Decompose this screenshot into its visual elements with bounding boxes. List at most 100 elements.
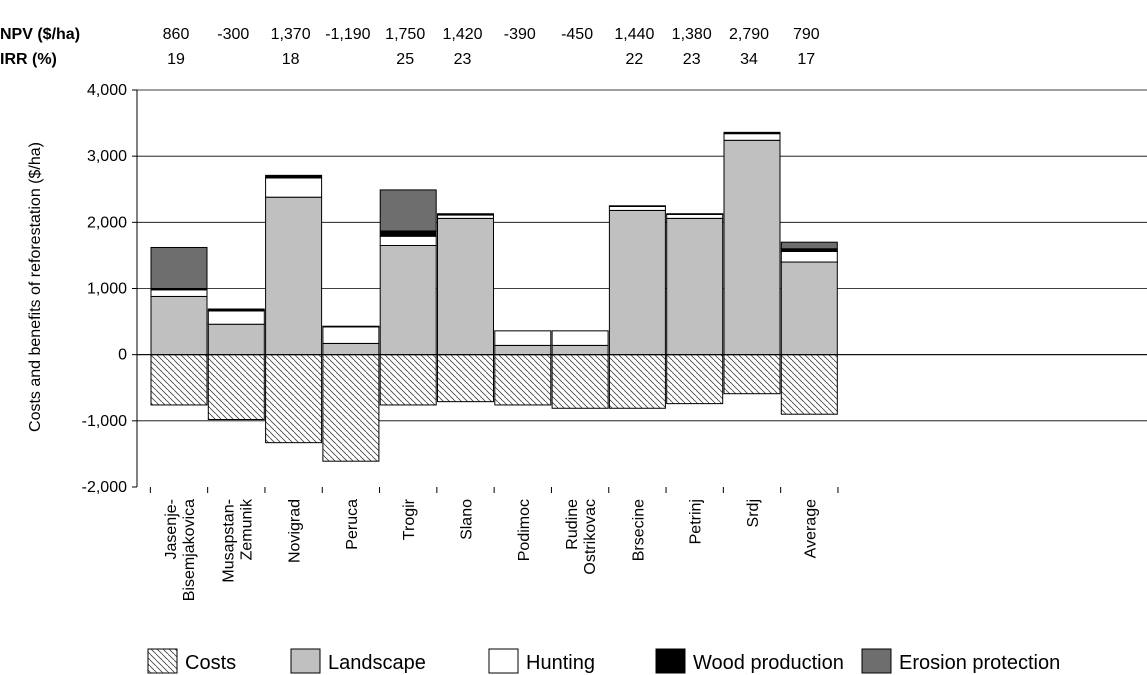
category-label: Podimoc: [516, 499, 533, 561]
row-value: 1,420: [442, 26, 482, 43]
bar-segment-erosion: [379, 189, 437, 232]
category-label: Musapstan- Zemunik: [220, 498, 255, 583]
bar-segment-hunting: [723, 133, 781, 141]
bar-segment-costs: [551, 354, 609, 409]
bar-segment-costs: [322, 354, 380, 462]
category-label-line: Musapstan-: [220, 499, 237, 583]
legend-label: Erosion protection: [899, 652, 1060, 674]
bar-segment-landscape: [494, 344, 552, 356]
legend-swatch-landscape: [290, 648, 321, 674]
category-label-line: Petrinj: [688, 499, 705, 544]
bar-segment-hunting: [608, 205, 666, 211]
y-tick-label: 4,000: [87, 82, 127, 99]
bar-segment-landscape: [379, 244, 437, 356]
bar-segment-costs: [207, 354, 265, 421]
row-value: 19: [167, 51, 185, 68]
bar-segment-hunting: [379, 235, 437, 246]
bar-segment-landscape: [780, 261, 838, 356]
category-label-line: Slano: [459, 499, 476, 540]
y-tick-label: -2,000: [82, 479, 127, 496]
bar-segment-landscape: [608, 209, 666, 356]
y-tick-label: 0: [118, 347, 127, 364]
legend-swatch-hunting: [488, 648, 519, 674]
y-tick-label: 3,000: [87, 148, 127, 165]
row-value: 22: [626, 51, 644, 68]
category-label: Jasenje- Bisemjakovica: [163, 499, 198, 601]
bar-segment-hunting: [494, 330, 552, 346]
row-value: 1,380: [672, 26, 712, 43]
category-label: Brsecine: [630, 499, 647, 561]
bar-segment-hunting: [265, 177, 323, 198]
bar-segment-hunting: [322, 326, 380, 344]
bar-segment-costs: [780, 354, 838, 415]
category-label-line: Bisemjakovica: [181, 499, 198, 601]
bar-segment-landscape: [551, 344, 609, 356]
legend-label: Landscape: [328, 652, 426, 674]
bar-segment-costs: [608, 354, 666, 409]
row-value: 2,790: [729, 26, 769, 43]
bars: [150, 131, 838, 462]
bar-segment-costs: [666, 354, 724, 405]
category-label: Peruca: [344, 499, 361, 550]
row-value: 25: [396, 51, 414, 68]
category-label: Petrinj: [688, 499, 705, 544]
category-label: Rudine Ostrikovac: [564, 499, 599, 575]
bar-segment-wood: [322, 325, 380, 328]
bar-segment-landscape: [265, 196, 323, 356]
category-label: Average: [802, 499, 819, 558]
category-label-line: Rudine: [564, 499, 581, 550]
row-value: -450: [561, 26, 593, 43]
bar-segment-landscape: [207, 323, 265, 356]
y-tick-label: 2,000: [87, 214, 127, 231]
category-label: Novigrad: [287, 499, 304, 563]
legend-label: Wood production: [693, 652, 844, 674]
y-tick-label: 1,000: [87, 281, 127, 298]
row-label: IRR (%): [0, 51, 57, 68]
bar-segment-hunting: [666, 213, 724, 219]
npv-irr-table: NPV ($/ha) 860 -300 1,370 -1,190 1,750 1,420 -3…: [0, 26, 820, 68]
axes: [132, 89, 1147, 493]
category-label-line: Peruca: [344, 499, 361, 550]
bar-segment-landscape: [723, 139, 781, 356]
bar-segment-costs: [437, 354, 494, 403]
category-label-line: Brsecine: [630, 499, 647, 561]
bar-segment-wood: [666, 213, 724, 215]
y-tick-labels: -2,000 -1,000 0 1,000 2,000 3,000 4,000: [82, 82, 127, 496]
row-value: 1,750: [385, 26, 425, 43]
bar-segment-wood: [379, 230, 437, 237]
legend-label: Hunting: [526, 652, 595, 674]
row-value: 23: [683, 51, 701, 68]
category-label: Srdj: [745, 499, 762, 527]
bar-segment-wood: [723, 131, 781, 135]
legend: Costs Landscape Hunting Wood production Eros…: [147, 648, 1060, 674]
bar-segment-costs: [265, 354, 323, 444]
category-label-line: Novigrad: [287, 499, 304, 563]
bar-segment-landscape: [666, 217, 724, 356]
row-value: 17: [797, 51, 815, 68]
row-value: 1,370: [271, 26, 311, 43]
bar-segment-erosion: [780, 241, 838, 250]
bar-segment-wood: [608, 205, 666, 207]
bar-segment-costs: [379, 354, 437, 406]
category-label-line: Srdj: [745, 499, 762, 527]
legend-swatch-erosion: [861, 648, 892, 674]
y-tick-label: -1,000: [82, 413, 127, 430]
bar-segment-landscape: [322, 342, 380, 356]
row-value: -300: [217, 26, 249, 43]
category-label: Trogir: [401, 498, 418, 540]
category-label-line: Ostrikovac: [582, 499, 599, 575]
bar-segment-landscape: [437, 217, 494, 356]
row-value: 18: [282, 51, 300, 68]
legend-swatch-wood: [655, 648, 686, 674]
row-value: 34: [740, 51, 758, 68]
bar-segment-costs: [150, 354, 208, 406]
x-category-labels: Jasenje- Bisemjakovica Musapstan- Zemunik No…: [163, 498, 819, 601]
row-value: 860: [163, 26, 190, 43]
row-value: -390: [504, 26, 536, 43]
bar-segment-wood: [207, 308, 265, 312]
bar-segment-hunting: [207, 310, 265, 325]
row-value: 23: [454, 51, 472, 68]
legend-label: Costs: [185, 652, 236, 674]
bar-segment-hunting: [150, 289, 208, 297]
